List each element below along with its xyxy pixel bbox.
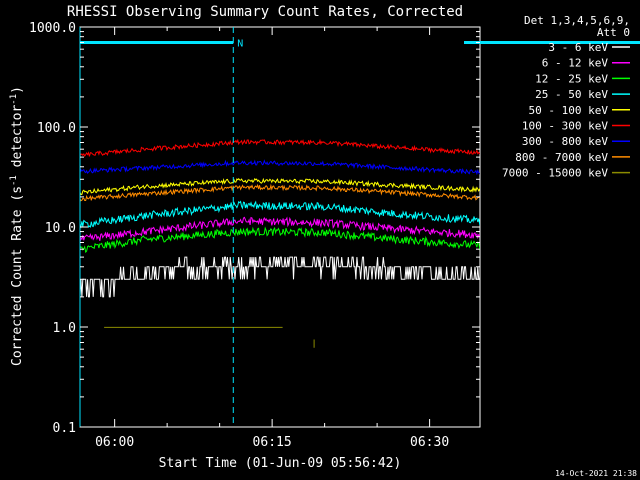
legend-label: 25 - 50 keV (535, 88, 608, 101)
legend-label: 3 - 6 keV (548, 41, 608, 54)
legend-label: 6 - 12 keV (542, 57, 609, 70)
legend-label: 12 - 25 keV (535, 72, 608, 85)
chart-title: RHESSI Observing Summary Count Rates, Co… (67, 4, 463, 20)
y-tick-label: 1000.0 (29, 21, 76, 36)
x-axis-label: Start Time (01-Jun-09 05:56:42) (159, 456, 402, 471)
y-axis-label: Corrected Count Rate (s-1 detector-1) (9, 86, 25, 366)
series-3-6-kev (80, 256, 480, 298)
y-axis-label-suffix: ) (10, 86, 25, 94)
legend: Det 1,3,4,5,6,9,Att 0 3 - 6 keV 6 - 12 keV… (502, 14, 630, 180)
series-300-800-kev (80, 159, 480, 176)
night-label: N (237, 38, 243, 49)
y-axis-label-mid: detector (10, 105, 25, 176)
legend-label: 50 - 100 keV (529, 104, 609, 117)
legend-label: 300 - 800 keV (522, 135, 608, 148)
series-12-25-kev (80, 226, 480, 254)
y-tick-label: 10.0 (45, 221, 76, 236)
legend-label: 100 - 300 keV (522, 120, 608, 133)
x-axis: 06:00 06:15 06:30 (95, 27, 449, 450)
series-800-7000-kev (80, 183, 480, 202)
legend-header: Att 0 (597, 26, 630, 39)
y-tick-label: 0.1 (53, 421, 76, 436)
y-tick-label: 1.0 (53, 321, 76, 336)
series-50-100-kev (80, 177, 480, 196)
legend-label: 7000 - 15000 keV (502, 167, 608, 180)
x-tick-label: 06:15 (253, 435, 292, 450)
timestamp: 14-Oct-2021 21:38 (555, 469, 637, 478)
y-tick-label: 100.0 (37, 121, 76, 136)
y-axis-label-prefix: Corrected Count Rate (s (10, 186, 25, 366)
series-25-50-kev (80, 200, 480, 229)
x-tick-label: 06:30 (410, 435, 449, 450)
series-layer (80, 138, 480, 348)
legend-header: Det 1,3,4,5,6,9, (524, 14, 630, 27)
series-7000-15000-kev (104, 326, 315, 348)
y-axis-label-sup2: -1 (9, 94, 19, 105)
series-100-300-kev (80, 138, 480, 157)
y-axis-label-sup1: -1 (9, 175, 19, 186)
y-axis: 1000.0 100.0 10.0 1.0 0.1 (29, 21, 480, 436)
series-6-12-kev (80, 216, 480, 242)
legend-label: 800 - 7000 keV (515, 151, 608, 164)
x-tick-label: 06:00 (95, 435, 134, 450)
